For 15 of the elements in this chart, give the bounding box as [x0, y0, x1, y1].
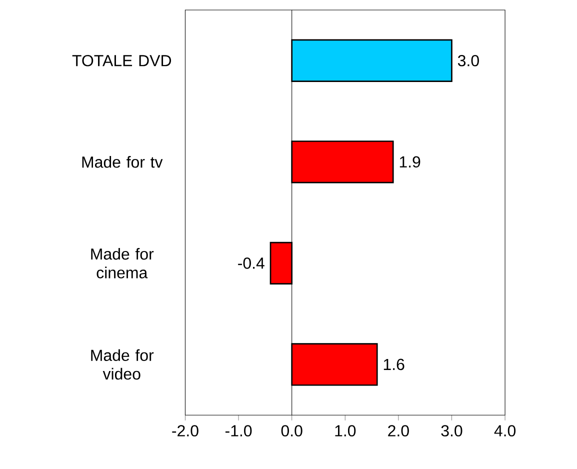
y-tick-label: Made for video	[91, 349, 154, 380]
x-tick-label: 4.0	[494, 425, 516, 436]
y-tick-label: Made for tv	[82, 156, 163, 168]
x-tick-label: -2.0	[172, 425, 198, 436]
data-label: 3.0	[458, 54, 479, 66]
x-tick-label: 2.0	[388, 425, 409, 436]
data-label: -0.4	[238, 258, 264, 269]
y-tick-label: Made for cinema	[91, 248, 154, 278]
x-tick-label: 0.0	[281, 425, 302, 436]
x-tick-label: 3.0	[441, 425, 462, 436]
y-tick-label: TOTALE DVD	[72, 54, 172, 66]
data-label: 1.9	[400, 156, 420, 168]
data-label: 1.6	[384, 358, 404, 370]
x-tick-label: -1.0	[225, 425, 252, 436]
x-tick-label: 1.0	[335, 425, 356, 436]
